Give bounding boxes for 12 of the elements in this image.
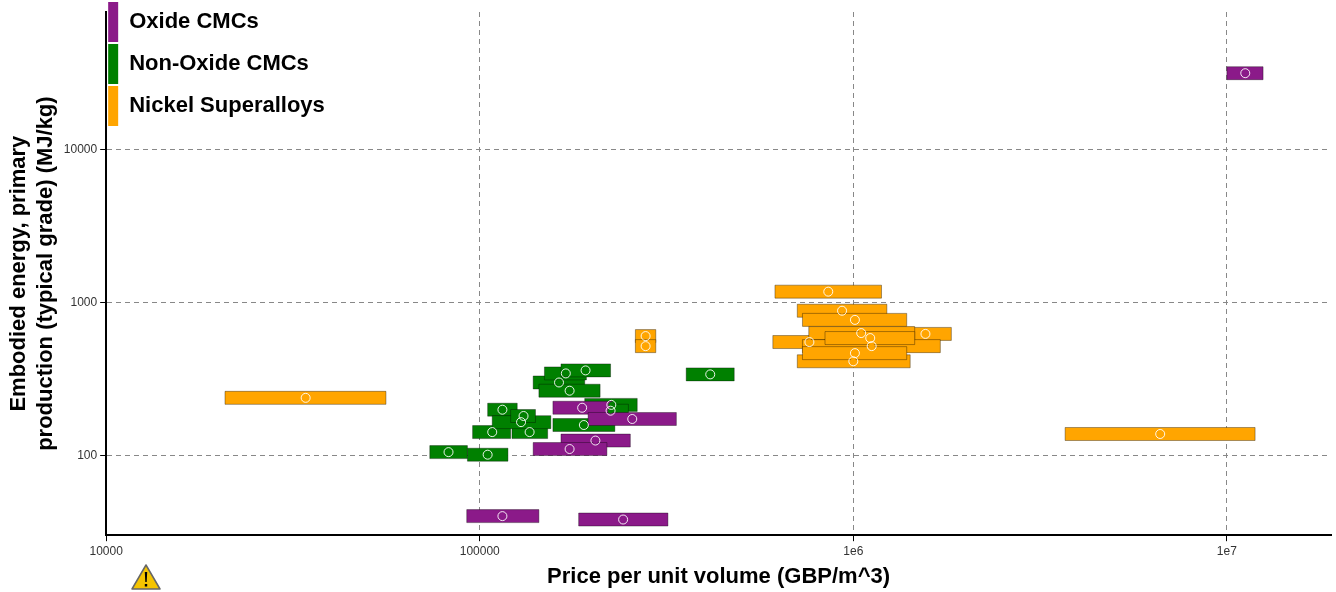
x-tick-label: 100000 (459, 543, 501, 558)
legend-label: Nickel Superalloys (129, 92, 325, 118)
y-axis-title: Embodied energy, primary production (typical grade) (MJ/kg) (5, 96, 57, 451)
legend-label: Non-Oxide CMCs (129, 50, 309, 76)
x-tick-label: 1e6 (843, 543, 864, 558)
x-tick-label: 1e7 (1216, 543, 1238, 558)
x-axis-title: Price per unit volume (GBP/m^3) (547, 562, 891, 588)
legend-label: Oxide CMCs (129, 8, 259, 34)
y-tick-label: 10000 (63, 142, 98, 157)
x-tick-label: 10000 (89, 543, 124, 558)
y-tick-label: 1000 (70, 294, 98, 309)
y-tick-label: 100 (77, 447, 98, 462)
